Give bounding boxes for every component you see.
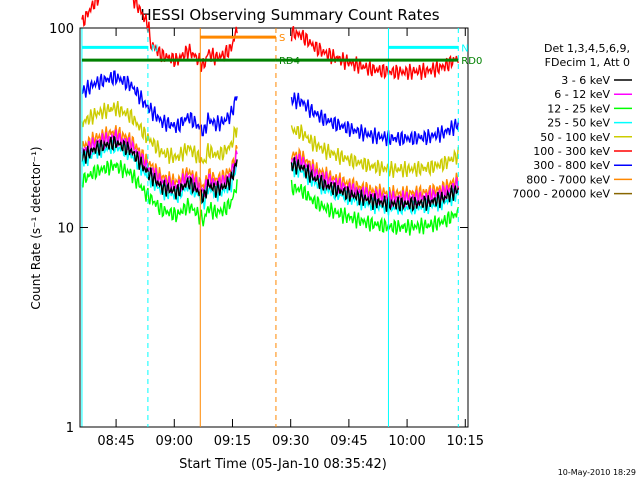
legend-entry-label: 3 - 6 keV bbox=[561, 74, 610, 87]
series-line bbox=[81, 70, 459, 147]
x-tick-label: 10:15 bbox=[447, 434, 484, 449]
legend-entry-label: 100 - 300 keV bbox=[533, 145, 610, 158]
plot-area: NNSRD4RD011010008:4509:0009:1509:3009:45… bbox=[49, 0, 484, 449]
x-axis-label: Start Time (05-Jan-10 08:35:42) bbox=[179, 457, 387, 472]
legend-entry-label: 6 - 12 keV bbox=[554, 88, 610, 101]
legend-entry-label: 50 - 100 keV bbox=[540, 131, 610, 144]
legend-entry-label: 12 - 25 keV bbox=[547, 102, 610, 115]
y-tick-label: 1 bbox=[66, 421, 74, 436]
series-line bbox=[81, 135, 459, 213]
x-tick-label: 09:45 bbox=[330, 434, 367, 449]
legend-entry-label: 25 - 50 keV bbox=[547, 117, 610, 130]
x-tick-label: 08:45 bbox=[97, 434, 134, 449]
x-tick-label: 09:00 bbox=[156, 434, 193, 449]
flag-label: N bbox=[151, 43, 158, 54]
legend-entry-label: 7000 - 20000 keV bbox=[512, 188, 610, 201]
series-line bbox=[81, 100, 459, 178]
y-axis-label: Count Rate (s⁻¹ detector⁻¹) bbox=[29, 146, 43, 309]
legend-header-line-2: FDecim 1, Att 0 bbox=[545, 56, 630, 69]
y-tick-label: 10 bbox=[57, 222, 74, 237]
flag-label: RD0 bbox=[461, 56, 482, 67]
legend-entry-label: 300 - 800 keV bbox=[533, 159, 610, 172]
series-line bbox=[81, 159, 459, 236]
flag-label: S bbox=[279, 33, 285, 44]
plot-frame bbox=[79, 27, 469, 428]
flag-label: N bbox=[461, 43, 468, 54]
x-tick-label: 10:00 bbox=[388, 434, 425, 449]
date-stamp: 10-May-2010 18:29 bbox=[558, 468, 636, 477]
x-tick-label: 09:30 bbox=[272, 434, 309, 449]
x-tick-label: 09:15 bbox=[214, 434, 251, 449]
y-tick-label: 100 bbox=[49, 22, 74, 37]
chart-title: HESSI Observing Summary Count Rates bbox=[140, 6, 439, 24]
legend-header-line-1: Det 1,3,4,5,6,9, bbox=[544, 42, 630, 55]
legend-entry-label: 800 - 7000 keV bbox=[526, 173, 610, 186]
